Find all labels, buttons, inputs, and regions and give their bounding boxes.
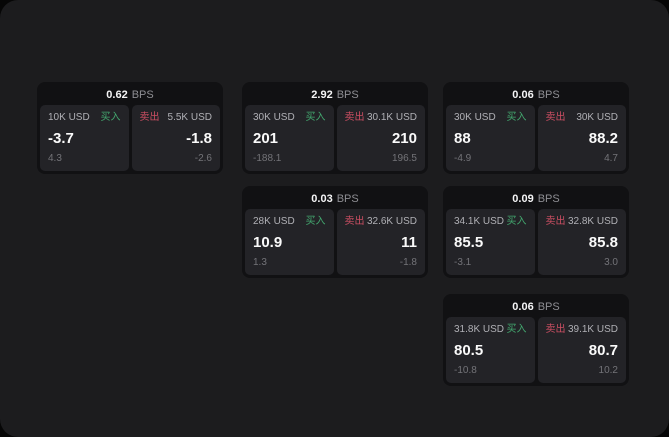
sell-sub-value: -2.6 <box>194 153 212 164</box>
quote-body: 30K USD 买入 88 -4.9 卖出 30K USD 88.2 4.7 <box>446 105 626 171</box>
quote-card: 2.92 BPS 30K USD 买入 201 -188.1 卖出 30.1K … <box>242 82 428 174</box>
buy-label: 买入 <box>506 112 527 123</box>
spread-unit-label: BPS <box>336 89 359 101</box>
sell-pane[interactable]: 卖出 32.8K USD 85.8 3.0 <box>537 209 626 275</box>
sell-sub-value: 10.2 <box>598 365 618 376</box>
sell-price: -1.8 <box>186 130 212 147</box>
quote-card: 0.03 BPS 28K USD 买入 10.9 1.3 卖出 32.6K US… <box>242 186 428 278</box>
sell-sub-value: 3.0 <box>604 257 618 268</box>
sell-pane[interactable]: 卖出 30.1K USD 210 196.5 <box>336 105 425 171</box>
sell-amount: 30.1K USD <box>366 112 417 123</box>
buy-sub-value: 1.3 <box>253 257 267 268</box>
sell-label: 卖出 <box>344 216 365 227</box>
buy-pane[interactable]: 28K USD 买入 10.9 1.3 <box>245 209 334 275</box>
buy-sub-value: -3.1 <box>454 257 472 268</box>
quote-body: 10K USD 买入 -3.7 4.3 卖出 5.5K USD -1.8 -2.… <box>40 105 220 171</box>
sell-price: 80.7 <box>588 342 618 359</box>
quote-card: 0.06 BPS 31.8K USD 买入 80.5 -10.8 卖出 39.1… <box>443 294 629 386</box>
quote-card: 0.09 BPS 34.1K USD 买入 85.5 -3.1 卖出 32.8K… <box>443 186 629 278</box>
buy-price: 80.5 <box>454 342 484 359</box>
sell-label: 卖出 <box>545 112 566 123</box>
sell-label: 卖出 <box>139 112 160 123</box>
buy-pane[interactable]: 30K USD 买入 88 -4.9 <box>446 105 535 171</box>
quote-card: 0.06 BPS 30K USD 买入 88 -4.9 卖出 30K USD 8… <box>443 82 629 174</box>
spread-header: 0.06 BPS <box>446 85 626 105</box>
buy-amount: 31.8K USD <box>454 324 505 335</box>
sell-amount: 32.8K USD <box>567 216 618 227</box>
quote-body: 30K USD 买入 201 -188.1 卖出 30.1K USD 210 1… <box>245 105 425 171</box>
quote-body: 31.8K USD 买入 80.5 -10.8 卖出 39.1K USD 80.… <box>446 317 626 383</box>
sell-sub-value: -1.8 <box>399 257 417 268</box>
spread-value: 0.06 <box>512 89 534 101</box>
buy-label: 买入 <box>305 216 326 227</box>
buy-pane[interactable]: 10K USD 买入 -3.7 4.3 <box>40 105 129 171</box>
quote-card: 0.62 BPS 10K USD 买入 -3.7 4.3 卖出 5.5K USD… <box>37 82 223 174</box>
sell-label: 卖出 <box>545 324 566 335</box>
spread-unit-label: BPS <box>131 89 154 101</box>
spread-unit-label: BPS <box>336 193 359 205</box>
spread-value: 0.09 <box>512 193 534 205</box>
sell-sub-value: 4.7 <box>604 153 618 164</box>
spread-header: 2.92 BPS <box>245 85 425 105</box>
buy-sub-value: 4.3 <box>48 153 62 164</box>
sell-pane[interactable]: 卖出 30K USD 88.2 4.7 <box>537 105 626 171</box>
sell-price: 85.8 <box>588 234 618 251</box>
sell-amount: 32.6K USD <box>366 216 417 227</box>
buy-amount: 10K USD <box>48 112 90 123</box>
sell-label: 卖出 <box>545 216 566 227</box>
buy-sub-value: -10.8 <box>454 365 477 376</box>
buy-price: 88 <box>454 130 471 147</box>
sell-pane[interactable]: 卖出 39.1K USD 80.7 10.2 <box>537 317 626 383</box>
buy-pane[interactable]: 31.8K USD 买入 80.5 -10.8 <box>446 317 535 383</box>
buy-price: 10.9 <box>253 234 283 251</box>
spread-value: 2.92 <box>311 89 333 101</box>
spread-unit-label: BPS <box>537 193 560 205</box>
spread-header: 0.06 BPS <box>446 297 626 317</box>
buy-label: 买入 <box>100 112 121 123</box>
sell-label: 卖出 <box>344 112 365 123</box>
buy-amount: 34.1K USD <box>454 216 505 227</box>
sell-amount: 39.1K USD <box>567 324 618 335</box>
buy-price: 85.5 <box>454 234 484 251</box>
buy-label: 买入 <box>305 112 326 123</box>
sell-amount: 30K USD <box>576 112 618 123</box>
buy-price: -3.7 <box>48 130 74 147</box>
sell-sub-value: 196.5 <box>391 153 417 164</box>
buy-amount: 30K USD <box>253 112 295 123</box>
sell-pane[interactable]: 卖出 32.6K USD 11 -1.8 <box>336 209 425 275</box>
buy-label: 买入 <box>506 216 527 227</box>
spread-value: 0.03 <box>311 193 333 205</box>
quote-body: 34.1K USD 买入 85.5 -3.1 卖出 32.8K USD 85.8… <box>446 209 626 275</box>
spread-header: 0.62 BPS <box>40 85 220 105</box>
spread-header: 0.03 BPS <box>245 189 425 209</box>
sell-pane[interactable]: 卖出 5.5K USD -1.8 -2.6 <box>131 105 220 171</box>
buy-amount: 30K USD <box>454 112 496 123</box>
buy-amount: 28K USD <box>253 216 295 227</box>
spread-unit-label: BPS <box>537 89 560 101</box>
sell-price: 210 <box>391 130 417 147</box>
spread-unit-label: BPS <box>537 301 560 313</box>
buy-label: 买入 <box>506 324 527 335</box>
sell-price: 11 <box>401 234 417 251</box>
buy-pane[interactable]: 30K USD 买入 201 -188.1 <box>245 105 334 171</box>
buy-sub-value: -4.9 <box>454 153 472 164</box>
spread-value: 0.62 <box>106 89 128 101</box>
buy-pane[interactable]: 34.1K USD 买入 85.5 -3.1 <box>446 209 535 275</box>
spread-value: 0.06 <box>512 301 534 313</box>
sell-amount: 5.5K USD <box>167 112 212 123</box>
buy-sub-value: -188.1 <box>253 153 282 164</box>
sell-price: 88.2 <box>588 130 618 147</box>
buy-price: 201 <box>253 130 279 147</box>
quote-body: 28K USD 买入 10.9 1.3 卖出 32.6K USD 11 -1.8 <box>245 209 425 275</box>
spread-header: 0.09 BPS <box>446 189 626 209</box>
